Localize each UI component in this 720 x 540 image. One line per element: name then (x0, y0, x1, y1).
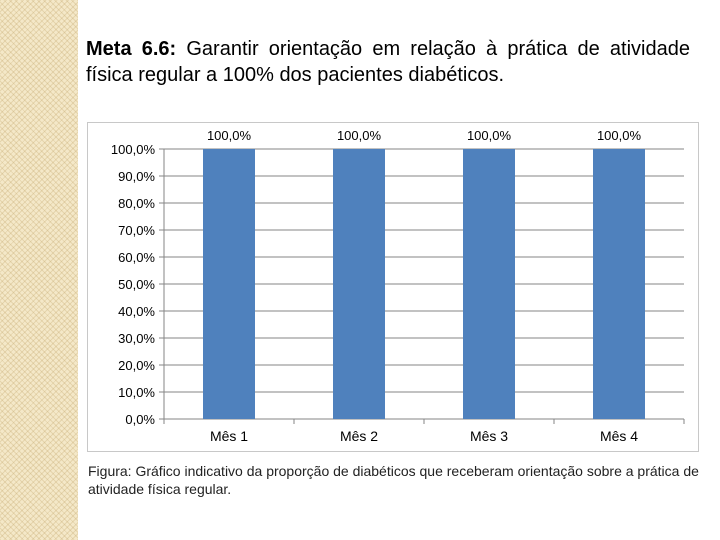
bar-data-label: 100,0% (597, 128, 642, 143)
bar (463, 149, 515, 419)
bar (593, 149, 645, 419)
y-tick-label: 70,0% (118, 223, 155, 238)
bar-chart: 0,0% 10,0% 20,0% 30,0% 40,0% 50,0% 60,0% 70,0% 8… (87, 122, 699, 452)
y-tick-label: 80,0% (118, 196, 155, 211)
x-tick-label: Mês 3 (470, 428, 508, 444)
y-tick-label: 30,0% (118, 331, 155, 346)
y-tick-label: 20,0% (118, 358, 155, 373)
bar-chart-svg: 0,0% 10,0% 20,0% 30,0% 40,0% 50,0% 60,0% 70,0% 8… (111, 128, 685, 444)
y-tick-label: 50,0% (118, 277, 155, 292)
figure-caption: Figura: Gráfico indicativo da proporção … (88, 463, 699, 497)
bar (333, 149, 385, 419)
y-tick-label: 10,0% (118, 385, 155, 400)
y-tick-label: 40,0% (118, 304, 155, 319)
x-tick-label: Mês 1 (210, 428, 248, 444)
bar-data-label: 100,0% (337, 128, 382, 143)
y-tick-label: 60,0% (118, 250, 155, 265)
bar-data-label: 100,0% (467, 128, 512, 143)
x-tick-label: Mês 2 (340, 428, 378, 444)
bar-data-label: 100,0% (207, 128, 252, 143)
heading-text: Garantir orientação em relação à prática… (86, 38, 690, 86)
decorative-side-strip (0, 0, 78, 540)
y-tick-label: 90,0% (118, 169, 155, 184)
page-heading: Meta 6.6: Garantir orientação em relação… (86, 36, 690, 88)
y-tick-label: 0,0% (125, 412, 155, 427)
x-tick-label: Mês 4 (600, 428, 638, 444)
heading-label: Meta 6.6: (86, 38, 177, 60)
y-tick-label: 100,0% (111, 142, 156, 157)
bar (203, 149, 255, 419)
